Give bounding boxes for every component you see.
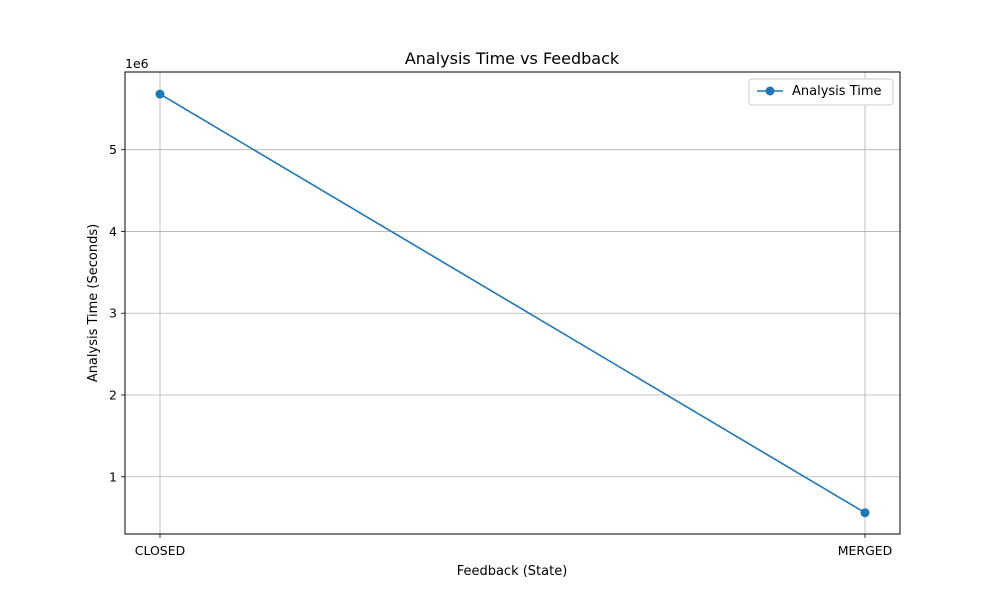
data-point — [860, 508, 870, 518]
x-tick-label: MERGED — [838, 543, 893, 558]
legend-entry-analysis-time: Analysis Time — [792, 84, 882, 99]
series-line-analysis-time — [159, 93, 866, 514]
data-point — [155, 89, 165, 99]
plot-area-frame — [124, 71, 901, 535]
x-axis-label: Feedback (State) — [457, 564, 568, 579]
y-tick-label: 1 — [109, 469, 117, 484]
series — [155, 89, 870, 518]
y-tick-label: 4 — [109, 224, 117, 239]
x-tick-label: CLOSED — [135, 543, 186, 558]
y-offset-label: 1e6 — [125, 56, 149, 71]
y-tick-label: 3 — [109, 306, 117, 321]
y-axis-label: Analysis Time (Seconds) — [86, 224, 101, 382]
legend-box — [748, 78, 894, 106]
y-tick-label: 2 — [109, 387, 117, 402]
y-tick-label: 5 — [109, 142, 117, 157]
axis-ticks: CLOSED MERGED 1 2 3 4 5 — [109, 142, 892, 558]
legend-marker-swatch — [765, 86, 775, 96]
chart-title: Analysis Time vs Feedback — [405, 49, 620, 68]
legend: Analysis Time — [748, 78, 894, 106]
